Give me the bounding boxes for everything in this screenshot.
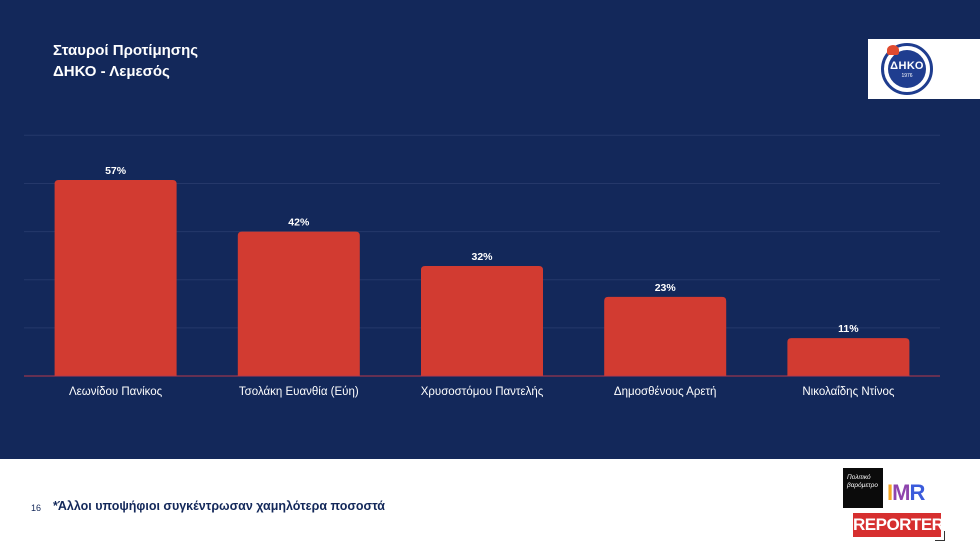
data-label: 23% xyxy=(655,282,677,294)
reporter-logo: REPORTER xyxy=(853,513,944,537)
dhko-party-logo-icon: ΔΗΚΟ 1976 xyxy=(881,43,933,95)
flame-icon xyxy=(887,45,899,55)
chart-title-line2: ΔΗΚΟ - Λεμεσός xyxy=(53,63,170,80)
chart-title-line1: Σταυροί Προτίμησης xyxy=(53,42,199,59)
bar-chart: 57% Λεωνίδου Πανίκος 42% Τσολάκη Ευανθία (Ε… xyxy=(24,134,940,398)
data-label: 57% xyxy=(105,165,127,177)
chart-title: Σταυροί Προτίμησης ΔΗΚΟ - Λεμεσός xyxy=(53,40,198,82)
footnote: *Άλλοι υποψήφιοι συγκέντρωσαν χαμηλότερα… xyxy=(53,499,385,513)
bar xyxy=(787,338,910,376)
data-label: 32% xyxy=(471,251,493,263)
category-label: Νικολαΐδης Ντίνος xyxy=(802,386,895,398)
bar xyxy=(54,180,177,376)
imr-logo: IMR xyxy=(887,480,925,505)
bar xyxy=(237,231,360,376)
politiko-varometro-logo: Πολιτικό βαρόμετρο xyxy=(843,468,883,508)
logo-text: ΔΗΚΟ xyxy=(890,59,924,72)
category-label: Χρυσοστόμου Παντελής xyxy=(421,386,544,398)
category-label: Τσολάκη Ευανθία (Εύη) xyxy=(239,386,359,398)
data-label: 42% xyxy=(288,217,310,229)
corner-mark xyxy=(935,531,945,541)
bar xyxy=(421,265,543,376)
logo-year: 1976 xyxy=(901,72,913,79)
category-label: Δημοσθένους Αρετή xyxy=(614,386,717,398)
bar xyxy=(604,296,727,376)
party-logo: ΔΗΚΟ 1976 xyxy=(868,39,980,99)
category-label: Λεωνίδου Πανίκος xyxy=(69,386,163,398)
page-number: 16 xyxy=(31,503,42,513)
data-label: 11% xyxy=(838,323,859,335)
